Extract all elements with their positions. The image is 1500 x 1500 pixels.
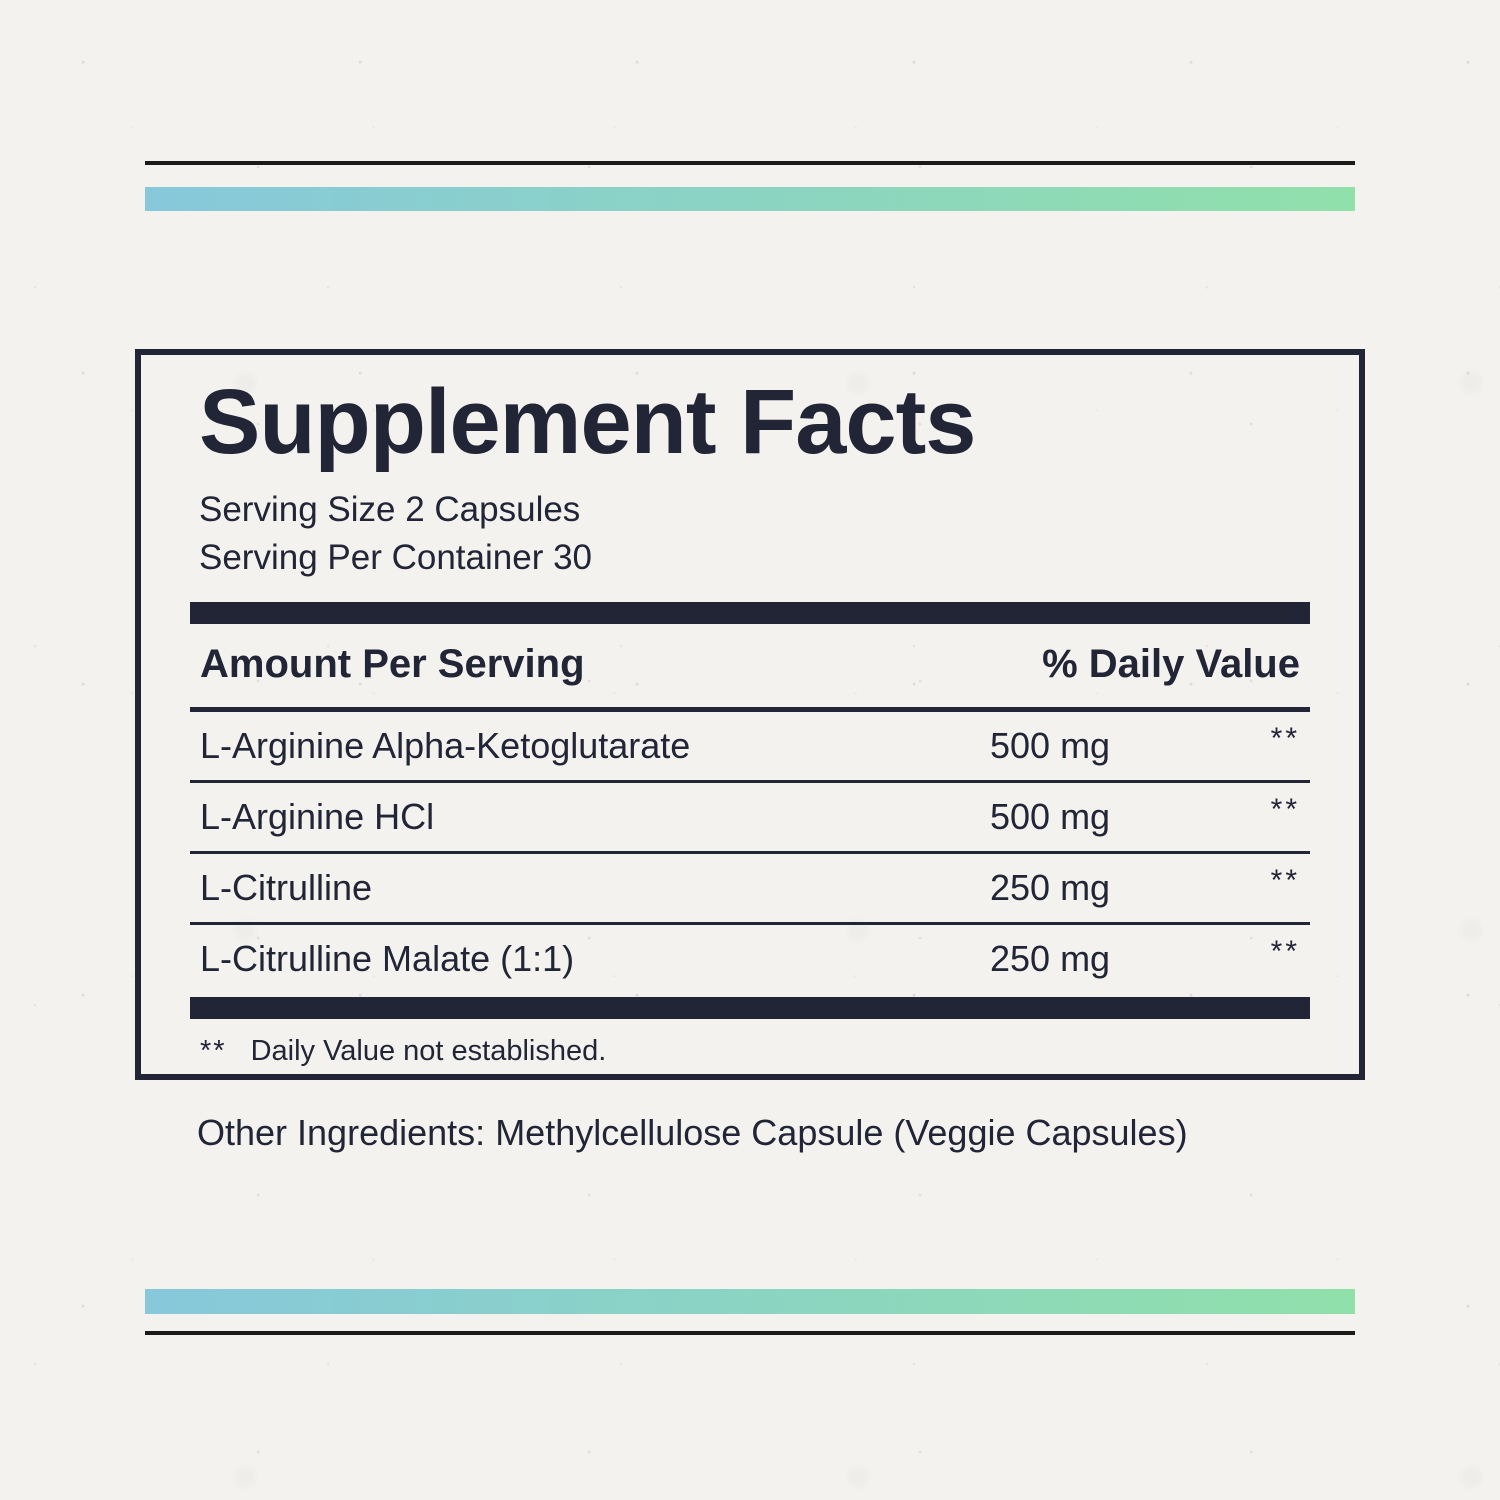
- servings-per-container-text: Serving Per Container 30: [199, 538, 592, 578]
- ingredient-name: L-Citrulline: [200, 867, 373, 909]
- ingredient-amount: 250 mg: [990, 867, 1111, 909]
- ingredient-row: L-Citrulline 250 mg **: [190, 854, 1310, 926]
- serving-info: Serving Size 2 Capsules Serving Per Cont…: [199, 486, 1359, 582]
- footnote-asterisks: **: [200, 1035, 227, 1068]
- ingredient-amount: 500 mg: [990, 725, 1111, 767]
- ingredient-name: L-Arginine HCl: [200, 796, 435, 838]
- top-gradient-accent-bar: [145, 187, 1355, 211]
- thick-divider-top: [190, 602, 1310, 625]
- daily-value-footnote: ** Daily Value not established.: [200, 1033, 1359, 1069]
- ingredient-row: L-Arginine Alpha-Ketoglutarate 500 mg **: [190, 712, 1310, 784]
- supplement-facts-panel: Supplement Facts Serving Size 2 Capsules…: [135, 349, 1365, 1080]
- ingredient-daily-value: **: [1270, 793, 1300, 827]
- serving-size-text: Serving Size 2 Capsules: [199, 490, 581, 530]
- bottom-gradient-accent-bar: [145, 1289, 1355, 1314]
- ingredient-name: L-Citrulline Malate (1:1): [200, 938, 575, 980]
- ingredient-amount: 500 mg: [990, 796, 1111, 838]
- ingredient-amount: 250 mg: [990, 938, 1111, 980]
- panel-title: Supplement Facts: [199, 371, 976, 473]
- other-ingredients-value: Methylcellulose Capsule (Veggie Capsules…: [495, 1112, 1188, 1153]
- table-header-row: Amount Per Serving % Daily Value: [190, 624, 1310, 713]
- top-rule-divider: [145, 161, 1355, 165]
- ingredient-rows: L-Arginine Alpha-Ketoglutarate 500 mg **…: [190, 712, 1310, 993]
- column-header-daily-value: % Daily Value: [1042, 642, 1300, 687]
- ingredient-name: L-Arginine Alpha-Ketoglutarate: [200, 725, 691, 767]
- footnote-text: Daily Value not established.: [250, 1035, 607, 1068]
- other-ingredients-line: Other Ingredients: Methylcellulose Capsu…: [197, 1110, 1188, 1156]
- ingredient-daily-value: **: [1270, 722, 1300, 756]
- column-header-amount-per-serving: Amount Per Serving: [200, 642, 585, 687]
- other-ingredients-label: Other Ingredients:: [197, 1112, 486, 1153]
- bottom-rule-divider: [145, 1331, 1355, 1335]
- ingredient-row: L-Arginine HCl 500 mg **: [190, 783, 1310, 855]
- thick-divider-bottom: [190, 997, 1310, 1020]
- ingredient-daily-value: **: [1270, 935, 1300, 969]
- ingredient-row: L-Citrulline Malate (1:1) 250 mg **: [190, 925, 1310, 993]
- ingredient-daily-value: **: [1270, 864, 1300, 898]
